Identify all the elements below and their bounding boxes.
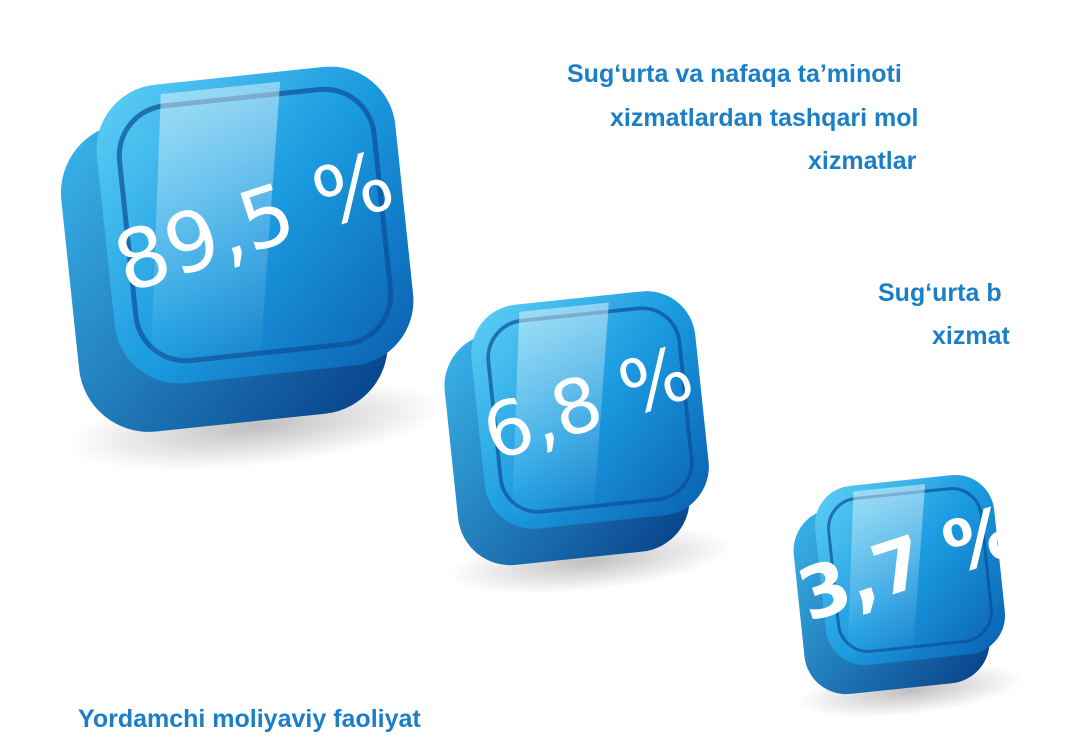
tile-large: 89,5 % bbox=[30, 58, 449, 486]
caption-line: Sug‘urta va nafaqa ta’minoti bbox=[567, 60, 902, 88]
caption-line: Yordamchi moliyaviy faoliyat bbox=[78, 705, 421, 733]
caption-line: xizmatlardan tashqari mol bbox=[610, 104, 918, 132]
caption-line: xizmatlar bbox=[808, 147, 917, 175]
tile-small: 3,7 % bbox=[773, 468, 1028, 728]
caption-line: xizmat bbox=[932, 322, 1010, 350]
tile-medium: 6,8 % bbox=[419, 282, 738, 608]
caption-line: Sug‘urta b bbox=[878, 279, 1002, 307]
